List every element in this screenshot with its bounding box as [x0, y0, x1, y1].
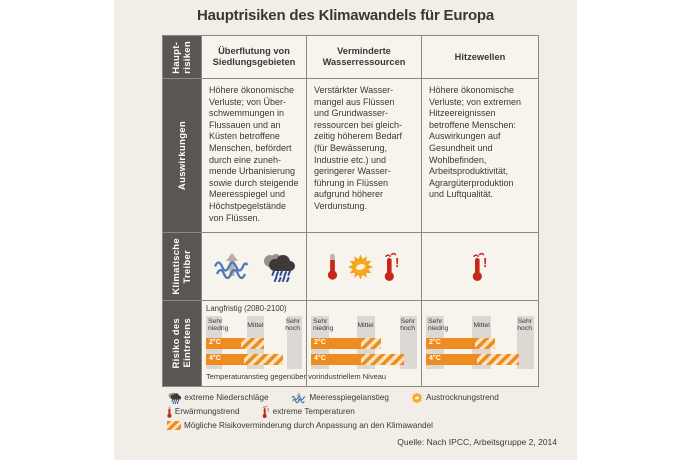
legend-label: Meeresspiegelanstieg [309, 393, 389, 402]
risk-scale-label: Sehr hoch [285, 318, 300, 333]
drivers-flooding [202, 233, 306, 300]
risk-bar-2°c: 2°C [206, 338, 302, 349]
chart-footnote: Temperaturanstieg gegenüber vorindustrie… [206, 372, 387, 381]
risk-scale-label: Mittel [473, 322, 490, 329]
chart-title: Langfristig (2080-2100) [206, 304, 287, 313]
extreme-temperatures-icon: ! [383, 252, 402, 281]
risk-bar-solid: 4°C [426, 354, 477, 365]
row-label-text: Risiko des Eintretens [171, 318, 193, 369]
risk-bar-label: 4°C [314, 355, 326, 362]
risk-bar-2°c: 2°C [426, 338, 534, 349]
svg-text:!: ! [267, 408, 269, 414]
risk-bar-adaptation-hatch [360, 338, 381, 349]
chart-area: Sehr niedrig Mittel Sehr hoch 2°C 4°C [206, 316, 302, 369]
chart-area: Sehr niedrig Mittel Sehr hoch 2°C 4°C [311, 316, 417, 369]
warming-trend-icon [327, 253, 338, 280]
risk-bar-label: 2°C [209, 339, 221, 346]
risk-bar-2°c: 2°C [311, 338, 417, 349]
risk-scale-label: Sehr hoch [517, 318, 532, 333]
risk-reduction-hatch-swatch [167, 421, 181, 430]
legend-item: Erwärmungstrend [167, 405, 240, 418]
legend-label: extreme Niederschläge [184, 393, 269, 402]
risk-bar-solid: 2°C [206, 338, 241, 349]
risk-scale-band [286, 316, 302, 369]
risk-bar-solid: 4°C [206, 354, 245, 365]
risk-scale-label: Sehr niedrig [428, 318, 449, 333]
svg-text:!: ! [483, 255, 487, 270]
risk-bar-adaptation-hatch [360, 354, 405, 365]
impacts-water: Verstärkter Wasser- mangel aus Flüssen u… [307, 79, 421, 232]
row-label-auswirkungen: Auswirkungen [163, 79, 201, 232]
row-label-klimatische-treiber: Klimatische Treiber [163, 233, 201, 300]
risk-scale-label: Mittel [247, 322, 264, 329]
risk-scale-label: Sehr hoch [400, 318, 415, 333]
legend-row: extreme Niederschläge Meeresspiegelansti… [167, 391, 499, 404]
legend-label: Austrocknungstrend [425, 393, 499, 402]
risk-scale-band [516, 316, 534, 369]
drivers-water: ! [307, 233, 421, 300]
chart-area: Sehr niedrig Mittel Sehr hoch 2°C 4°C [426, 316, 534, 369]
row-label-hauptrisiken: Haupt- risiken [163, 36, 201, 78]
legend-item: Mögliche Risikoverminderung durch Anpass… [167, 421, 433, 430]
risk-bar-adaptation-hatch [244, 354, 283, 365]
column-header-flooding: Überflutung von Siedlungsgebieten [202, 36, 306, 78]
risk-bar-4°c: 4°C [206, 354, 302, 365]
extreme-temperatures-icon: ! [471, 252, 490, 281]
row-label-text: Klimatische Treiber [171, 238, 193, 295]
extreme-precipitation-icon [260, 252, 296, 282]
risk-bar-solid: 2°C [426, 338, 475, 349]
legend-label: Erwärmungstrend [174, 407, 240, 416]
row-label-text: Auswirkungen [176, 120, 188, 191]
impacts-heatwaves: Höhere ökonomische Verluste; von extreme… [422, 79, 538, 232]
drying-trend-icon [411, 391, 423, 404]
risk-bar-label: 4°C [429, 355, 441, 362]
risk-bar-label: 2°C [429, 339, 441, 346]
risk-bar-4°c: 4°C [426, 354, 534, 365]
risk-bar-solid: 2°C [311, 338, 361, 349]
risk-table: Haupt- risiken Überflutung von Siedlungs… [162, 35, 539, 387]
drying-trend-icon [347, 254, 374, 280]
extreme-precipitation-icon [167, 392, 181, 404]
risk-scale-label: Mittel [357, 322, 374, 329]
risk-bar-solid: 4°C [311, 354, 361, 365]
risk-bar-adaptation-hatch [476, 354, 519, 365]
extreme-temperatures-icon: ! [262, 405, 270, 418]
risk-bar-4°c: 4°C [311, 354, 417, 365]
legend-row: Erwärmungstrend ! extreme Temperaturen [167, 405, 499, 418]
legend-item: extreme Niederschläge [167, 392, 269, 404]
sea-level-rise-icon [213, 252, 251, 281]
risk-bar-label: 2°C [314, 339, 326, 346]
legend-item: Meeresspiegelanstieg [290, 391, 389, 404]
source-citation: Quelle: Nach IPCC, Arbeitsgruppe 2, 2014 [397, 437, 557, 447]
sea-level-rise-icon [290, 391, 307, 404]
risk-bar-label: 4°C [209, 355, 221, 362]
risk-bar-adaptation-hatch [474, 338, 496, 349]
svg-text:!: ! [395, 255, 399, 270]
row-label-risiko-des-eintretens: Risiko des Eintretens [163, 301, 201, 386]
risk-scale-band [400, 316, 417, 369]
warming-trend-icon [167, 405, 172, 418]
risk-scale-label: Sehr niedrig [313, 318, 334, 333]
drivers-heatwaves: ! [422, 233, 538, 300]
risk-chart-flooding: Langfristig (2080-2100) Sehr niedrig Mitt… [202, 301, 386, 386]
column-header-heatwaves: Hitzewellen [422, 36, 538, 78]
legend: extreme Niederschläge Meeresspiegelansti… [167, 391, 499, 433]
legend-item: ! extreme Temperaturen [262, 405, 355, 418]
risk-bar-adaptation-hatch [240, 338, 264, 349]
impacts-flooding: Höhere ökonomische Verluste; von Über- s… [202, 79, 306, 232]
column-header-water: Verminderte Wasserressourcen [307, 36, 421, 78]
row-label-text: Haupt- risiken [171, 40, 193, 74]
risk-chart-heatwaves: Sehr niedrig Mittel Sehr hoch 2°C 4°C [422, 301, 538, 386]
page-title: Hauptrisiken des Klimawandels für Europa [196, 7, 495, 24]
infographic-panel: Hauptrisiken des Klimawandels für Europa… [114, 0, 577, 460]
legend-item: Austrocknungstrend [411, 391, 499, 404]
legend-row: Mögliche Risikoverminderung durch Anpass… [167, 419, 499, 432]
risk-chart-water: Sehr niedrig Mittel Sehr hoch 2°C 4°C [307, 301, 421, 386]
legend-label: extreme Temperaturen [272, 407, 355, 416]
legend-label: Mögliche Risikoverminderung durch Anpass… [184, 421, 433, 430]
risk-scale-label: Sehr niedrig [208, 318, 229, 333]
